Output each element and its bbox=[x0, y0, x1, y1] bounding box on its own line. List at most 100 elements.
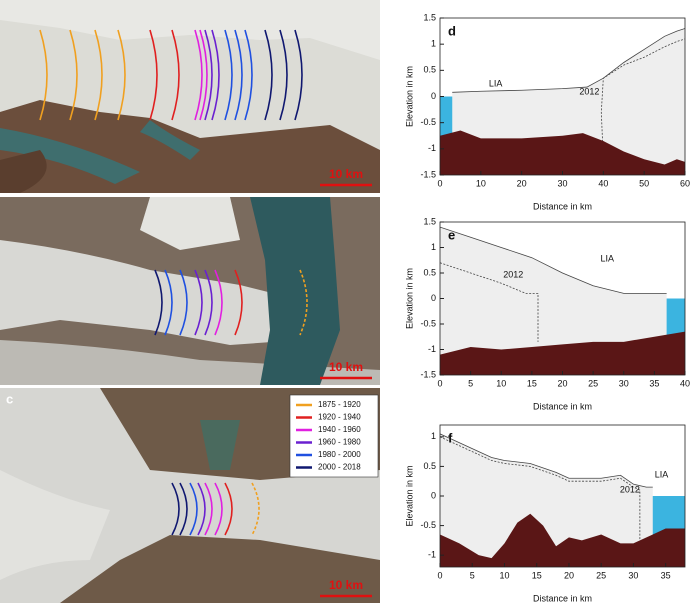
x-axis-label: Distance in km bbox=[533, 593, 592, 603]
x-tick-label: 10 bbox=[476, 178, 486, 188]
surface-line bbox=[440, 433, 653, 488]
y-tick-label: 0.5 bbox=[423, 65, 436, 75]
front-line bbox=[199, 29, 208, 121]
x-tick-label: 40 bbox=[680, 378, 690, 388]
legend-label: 1960 - 1980 bbox=[318, 438, 361, 447]
surface-line bbox=[440, 262, 539, 342]
front-line bbox=[244, 29, 253, 121]
series-label: LIA bbox=[601, 253, 615, 263]
front-line bbox=[194, 269, 203, 336]
x-tick-label: 20 bbox=[557, 378, 567, 388]
panel-label: c bbox=[6, 391, 13, 406]
chart: LIA 2012 -1.5 -1 -0.5 0 0.5 1 1.5 0 5 10 15 20 25 30 35 4… bbox=[404, 216, 690, 411]
x-tick-label: 15 bbox=[527, 378, 537, 388]
y-tick-label: -1 bbox=[428, 344, 436, 354]
x-tick-label: 5 bbox=[470, 570, 475, 580]
ice bbox=[440, 227, 667, 375]
x-tick-label: 20 bbox=[564, 570, 574, 580]
bedrock bbox=[440, 331, 685, 375]
front-line bbox=[189, 482, 198, 536]
front-line bbox=[179, 482, 188, 536]
y-axis-label: Elevation in km bbox=[404, 268, 414, 329]
x-tick-label: 35 bbox=[649, 378, 659, 388]
y-tick-label: 0 bbox=[431, 490, 436, 500]
x-tick-label: 25 bbox=[588, 378, 598, 388]
front-line bbox=[171, 29, 180, 121]
series-label: 2012 bbox=[620, 484, 640, 494]
x-tick-label: 10 bbox=[499, 570, 509, 580]
series-label: LIA bbox=[655, 470, 669, 480]
chart: LIA 2012 -1.5 -1 -0.5 0 0.5 1 1.5 0 10 20 30 40 50 60 d D… bbox=[404, 12, 690, 211]
surface-line bbox=[440, 436, 641, 541]
y-tick-label: 1.5 bbox=[423, 12, 436, 22]
panel-label: d bbox=[448, 23, 456, 38]
y-tick-label: -1.5 bbox=[420, 369, 436, 379]
front-line bbox=[251, 482, 260, 536]
front-line bbox=[234, 29, 243, 121]
x-tick-label: 50 bbox=[639, 178, 649, 188]
front-line bbox=[214, 269, 223, 336]
x-axis-label: Distance in km bbox=[533, 401, 592, 411]
scale-bar-label: 10 km bbox=[329, 167, 363, 181]
y-tick-label: 1 bbox=[431, 39, 436, 49]
y-tick-label: 0.5 bbox=[423, 461, 436, 471]
x-tick-label: 0 bbox=[437, 570, 442, 580]
y-tick-label: 0.5 bbox=[423, 267, 436, 277]
front-line bbox=[194, 29, 203, 121]
y-axis-label: Elevation in km bbox=[404, 66, 414, 127]
satellite-image bbox=[0, 0, 380, 193]
x-tick-label: 40 bbox=[598, 178, 608, 188]
y-tick-label: 0 bbox=[431, 293, 436, 303]
y-tick-label: -0.5 bbox=[420, 318, 436, 328]
series-label: 2012 bbox=[503, 270, 523, 280]
y-tick-label: -1 bbox=[428, 143, 436, 153]
bedrock bbox=[440, 513, 685, 567]
satellite-image bbox=[0, 197, 380, 385]
front-line bbox=[279, 29, 288, 121]
front-line bbox=[204, 269, 213, 336]
y-tick-label: 1 bbox=[431, 431, 436, 441]
front-line bbox=[299, 269, 308, 336]
y-tick-label: -1.5 bbox=[420, 169, 436, 179]
legend-box bbox=[289, 394, 379, 478]
x-axis-label: Distance in km bbox=[533, 201, 592, 211]
legend-label: 1940 - 1960 bbox=[318, 425, 361, 434]
y-tick-label: 0 bbox=[431, 91, 436, 101]
surface-line bbox=[440, 226, 667, 294]
x-tick-label: 30 bbox=[628, 570, 638, 580]
y-tick-label: 1.5 bbox=[423, 216, 436, 226]
x-tick-label: 0 bbox=[437, 378, 442, 388]
plot-area bbox=[440, 28, 685, 175]
front-line bbox=[204, 482, 213, 536]
front-line bbox=[197, 482, 206, 536]
front-line bbox=[179, 269, 188, 336]
x-tick-label: 15 bbox=[532, 570, 542, 580]
front-line bbox=[154, 269, 163, 336]
x-tick-label: 30 bbox=[619, 378, 629, 388]
front-line bbox=[211, 29, 220, 121]
front-line bbox=[234, 269, 243, 336]
front-line bbox=[94, 29, 103, 121]
y-tick-label: -1 bbox=[428, 550, 436, 560]
x-tick-label: 10 bbox=[496, 378, 506, 388]
front-line bbox=[164, 269, 173, 336]
scale-bar-label: 10 km bbox=[329, 360, 363, 374]
front-line bbox=[294, 29, 303, 121]
front-line bbox=[69, 29, 78, 121]
satellite-image bbox=[0, 388, 380, 603]
front-line bbox=[39, 29, 48, 121]
front-line bbox=[204, 29, 213, 121]
series-label: LIA bbox=[489, 79, 503, 89]
legend-label: 2000 - 2018 bbox=[318, 463, 361, 472]
scale-bar-label: 10 km bbox=[329, 578, 363, 592]
plot-area bbox=[440, 226, 685, 375]
y-tick-label: 1 bbox=[431, 242, 436, 252]
front-line bbox=[224, 482, 233, 536]
x-tick-label: 25 bbox=[596, 570, 606, 580]
legend-label: 1875 - 1920 bbox=[318, 400, 361, 409]
x-tick-label: 30 bbox=[557, 178, 567, 188]
front-line bbox=[149, 29, 158, 121]
x-tick-label: 20 bbox=[517, 178, 527, 188]
